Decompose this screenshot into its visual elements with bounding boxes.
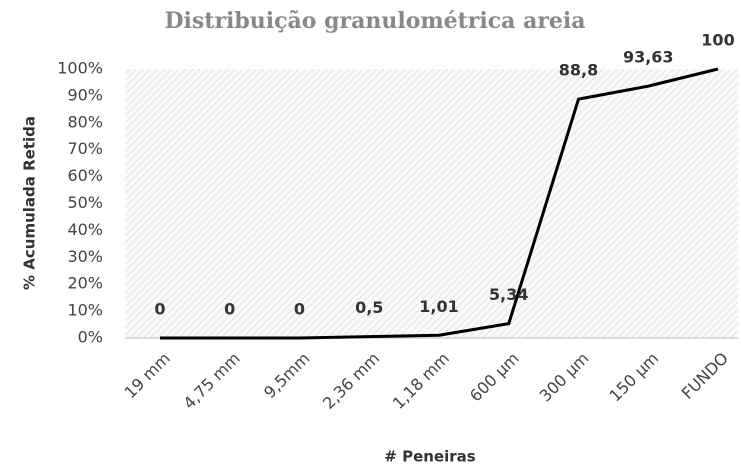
value-label: 100 xyxy=(701,31,734,50)
value-label: 5,34 xyxy=(489,285,528,304)
y-tick-label: 80% xyxy=(67,112,103,131)
value-label: 0 xyxy=(294,300,305,319)
x-tick-label: 9,5mm xyxy=(260,349,313,402)
y-tick-label: 40% xyxy=(67,220,103,239)
x-tick-label: 19 mm xyxy=(121,349,174,402)
line xyxy=(160,67,719,340)
y-tick-label: 60% xyxy=(67,166,103,185)
x-axis-title: # Peneiras xyxy=(384,448,475,466)
plot-area xyxy=(125,69,738,338)
y-tick-label: 0% xyxy=(78,328,103,347)
x-tick-label: FUNDO xyxy=(678,349,732,403)
x-tick-label: 600 µm xyxy=(466,349,523,406)
x-tick-label: 4,75 mm xyxy=(179,349,243,413)
y-tick-label: 70% xyxy=(67,139,103,158)
value-label: 93,63 xyxy=(623,48,674,67)
y-tick-label: 90% xyxy=(67,85,103,104)
value-label: 88,8 xyxy=(559,61,598,80)
value-label: 1,01 xyxy=(419,297,458,316)
value-label: 0 xyxy=(224,300,235,319)
x-tick-label: 300 µm xyxy=(536,349,593,406)
y-axis-title: % Acumulada Retida xyxy=(21,116,39,290)
x-tick-label: 1,18 mm xyxy=(389,349,453,413)
chart-title: Distribuição granulométrica areia xyxy=(164,8,585,34)
y-tick-label: 10% xyxy=(67,301,103,320)
y-tick-label: 30% xyxy=(67,247,103,266)
value-label: 0 xyxy=(154,300,165,319)
y-tick-label: 50% xyxy=(67,193,103,212)
x-tick-label: 150 µm xyxy=(605,349,662,406)
y-tick-label: 100% xyxy=(57,59,103,78)
value-label: 0,5 xyxy=(355,298,383,317)
x-tick-label: 2,36 mm xyxy=(319,349,383,413)
y-tick-label: 20% xyxy=(67,274,103,293)
